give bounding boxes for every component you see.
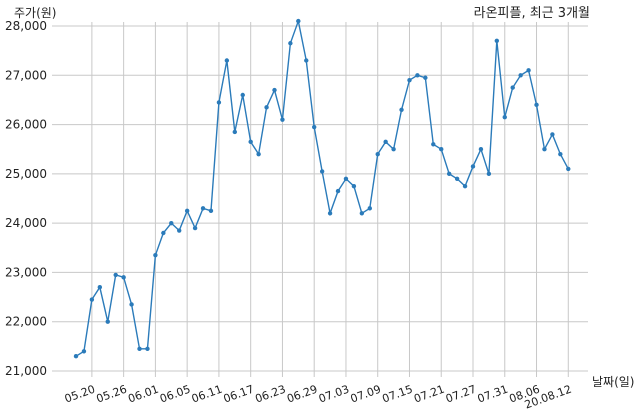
x-axis-title: 날짜(일) — [592, 375, 634, 389]
data-point — [296, 18, 301, 24]
data-point — [161, 230, 166, 236]
data-point — [454, 176, 460, 181]
data-point — [208, 208, 214, 214]
data-point — [351, 183, 357, 189]
data-point — [343, 176, 349, 181]
x-tick-label: 06.11 — [190, 383, 224, 406]
series-line — [75, 18, 569, 357]
data-point — [415, 73, 420, 78]
data-point — [137, 346, 142, 352]
data-point — [113, 272, 118, 278]
data-point — [224, 58, 230, 63]
x-tick-label: 05.26 — [95, 383, 129, 406]
data-point — [367, 206, 372, 211]
data-point — [153, 252, 158, 258]
data-point — [494, 38, 500, 43]
y-tick-label: 28,000 — [5, 19, 47, 33]
data-point — [256, 151, 261, 157]
data-point — [200, 206, 206, 211]
data-point — [375, 151, 380, 157]
data-point — [335, 188, 341, 194]
data-point — [550, 132, 555, 137]
data-point — [129, 302, 134, 307]
y-tick-label: 26,000 — [5, 118, 47, 132]
x-tick-label: 07.09 — [349, 383, 383, 406]
data-point — [73, 354, 79, 359]
data-point — [192, 225, 198, 231]
x-tick-label: 07.21 — [412, 383, 446, 406]
data-point — [184, 208, 190, 214]
data-point — [510, 85, 515, 90]
data-point — [502, 114, 507, 120]
data-point — [446, 171, 452, 177]
data-point — [470, 164, 476, 169]
data-point — [439, 147, 444, 152]
data-point — [383, 139, 388, 145]
data-point — [407, 78, 412, 83]
data-point — [232, 129, 237, 135]
data-point — [478, 147, 484, 152]
x-tick-label: 06.05 — [158, 383, 192, 406]
data-point — [423, 75, 428, 80]
grid — [52, 22, 588, 377]
chart-title: 라온피플, 최근 3개월 — [474, 6, 590, 21]
data-point — [280, 117, 285, 122]
data-point — [264, 105, 269, 110]
data-point — [399, 107, 404, 112]
data-point — [486, 171, 492, 177]
data-point — [105, 319, 110, 324]
data-point — [145, 346, 150, 352]
x-tick-label: 07.27 — [444, 383, 478, 406]
x-tick-label: 07.15 — [380, 383, 414, 406]
x-tick-label: 05.20 — [63, 383, 97, 406]
y-tick-label: 24,000 — [5, 216, 47, 230]
data-point — [542, 147, 547, 152]
y-tick-label: 25,000 — [5, 167, 47, 181]
data-point — [327, 211, 333, 216]
data-point — [312, 124, 317, 130]
data-point — [462, 183, 468, 189]
data-point — [534, 102, 539, 108]
data-point — [216, 100, 222, 105]
y-tick-label: 23,000 — [5, 265, 47, 279]
x-tick-label: 06.01 — [126, 383, 160, 406]
y-tick-label: 27,000 — [5, 68, 47, 82]
data-point — [566, 166, 571, 172]
data-point — [240, 92, 245, 98]
data-point — [169, 220, 174, 226]
x-tick-label: 06.17 — [222, 383, 256, 406]
data-point — [121, 275, 126, 280]
y-tick-label: 22,000 — [5, 315, 47, 329]
data-point — [431, 142, 436, 147]
data-point — [558, 151, 563, 157]
data-point — [272, 87, 277, 93]
x-tick-label: 06.29 — [285, 383, 319, 406]
x-tick-label: 07.03 — [317, 383, 351, 406]
data-point — [288, 41, 293, 46]
x-tick-label: 07.31 — [476, 383, 510, 406]
data-point — [518, 73, 523, 78]
data-point — [89, 297, 95, 302]
data-point — [81, 349, 87, 354]
series — [73, 18, 571, 359]
data-point — [319, 169, 325, 174]
data-point — [391, 147, 396, 152]
data-point — [248, 139, 253, 145]
data-point — [304, 58, 309, 63]
x-tick-label: 06.23 — [253, 383, 287, 406]
data-point — [359, 211, 365, 216]
data-point — [526, 68, 531, 73]
data-point — [97, 285, 103, 290]
y-tick-label: 21,000 — [5, 364, 47, 378]
axes: 21,000 22,000 23,000 24,000 25,000 26,000 27,0… — [5, 19, 573, 412]
data-point — [177, 228, 182, 233]
y-axis-title: 주가(원) — [14, 6, 56, 20]
